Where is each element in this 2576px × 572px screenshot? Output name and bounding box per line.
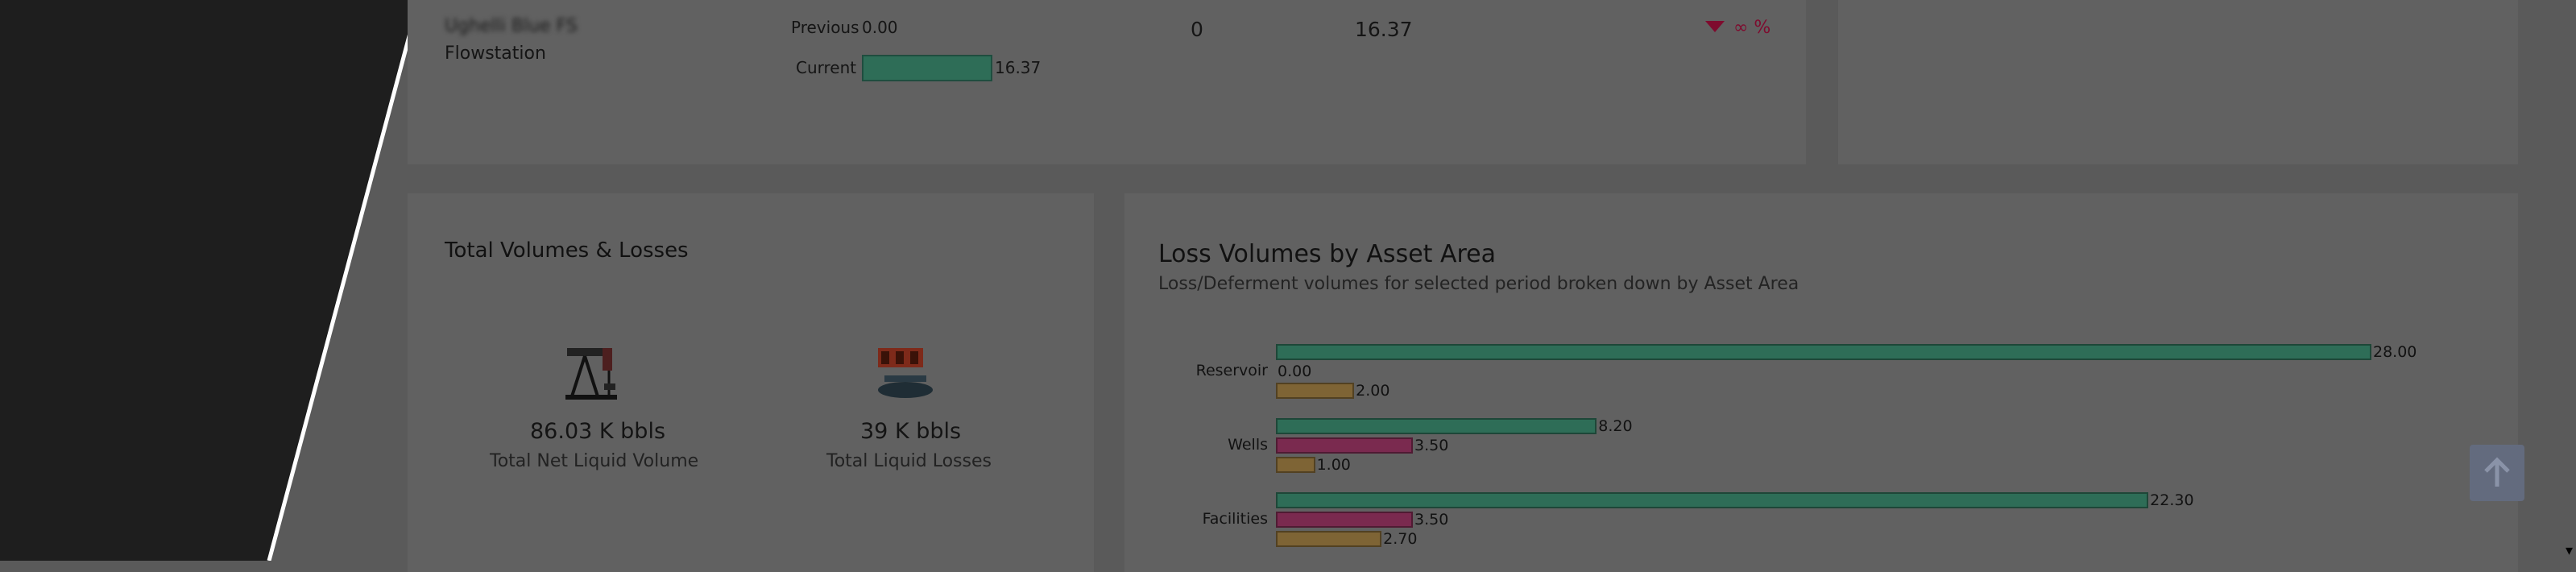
- net-volume-label: Total Net Liquid Volume: [490, 451, 699, 471]
- bar[interactable]: [1276, 457, 1315, 473]
- liquid-losses-value: 39 K bbls: [860, 419, 962, 444]
- arrow-up-icon: [2484, 457, 2510, 487]
- flowstation-type: Flowstation: [445, 44, 546, 64]
- pump-jack-icon: [565, 348, 617, 400]
- chevron-down-icon[interactable]: ▾: [2565, 542, 2573, 559]
- column-a-value: 0: [1191, 18, 1203, 41]
- current-bar: [862, 55, 992, 81]
- side-card: [1838, 0, 2518, 164]
- totals-title: Total Volumes & Losses: [445, 238, 689, 263]
- bar[interactable]: [1276, 512, 1413, 528]
- bar-value-label: 28.00: [2373, 343, 2417, 361]
- bar-value-label: 3.50: [1414, 511, 1449, 528]
- previous-label: Previous: [791, 18, 859, 37]
- category-label: Reservoir: [1195, 362, 1268, 379]
- down-triangle-icon: [1705, 21, 1725, 32]
- change-percent: ∞ %: [1733, 18, 1771, 38]
- category-label: Wells: [1228, 436, 1268, 454]
- flowstation-card: [408, 0, 1806, 164]
- scroll-to-top-button[interactable]: [2470, 445, 2524, 501]
- bar-value-label: 2.00: [1356, 382, 1390, 400]
- bar-value-label: 3.50: [1414, 437, 1449, 454]
- bar[interactable]: [1276, 383, 1355, 399]
- current-value: 16.37: [995, 58, 1042, 77]
- loss-chart-title: Loss Volumes by Asset Area: [1158, 240, 1496, 268]
- bar-value-label: 2.70: [1383, 530, 1418, 548]
- flowstation-name: Ughelli Blue FS: [445, 16, 578, 36]
- pipeline-leak-icon: [878, 348, 933, 398]
- left-panel: [0, 0, 421, 561]
- bar[interactable]: [1276, 418, 1597, 434]
- net-volume-value: 86.03 K bbls: [530, 419, 666, 444]
- bar-value-label: 22.30: [2150, 491, 2194, 509]
- bar-value-label: 0.00: [1278, 363, 1312, 380]
- liquid-losses-label: Total Liquid Losses: [826, 451, 992, 471]
- bar[interactable]: [1276, 344, 2371, 360]
- column-b-value: 16.37: [1355, 18, 1413, 41]
- current-label: Current: [796, 58, 857, 77]
- bar[interactable]: [1276, 531, 1382, 547]
- bar[interactable]: [1276, 492, 2149, 508]
- loss-chart-subtitle: Loss/Deferment volumes for selected peri…: [1158, 274, 1799, 294]
- previous-value: 0.00: [862, 18, 898, 37]
- loss-volumes-card: [1124, 193, 2518, 572]
- category-label: Facilities: [1202, 510, 1268, 528]
- totals-card: [408, 193, 1094, 572]
- bar-value-label: 1.00: [1316, 456, 1351, 474]
- bar-value-label: 8.20: [1598, 417, 1633, 435]
- bar[interactable]: [1276, 437, 1413, 454]
